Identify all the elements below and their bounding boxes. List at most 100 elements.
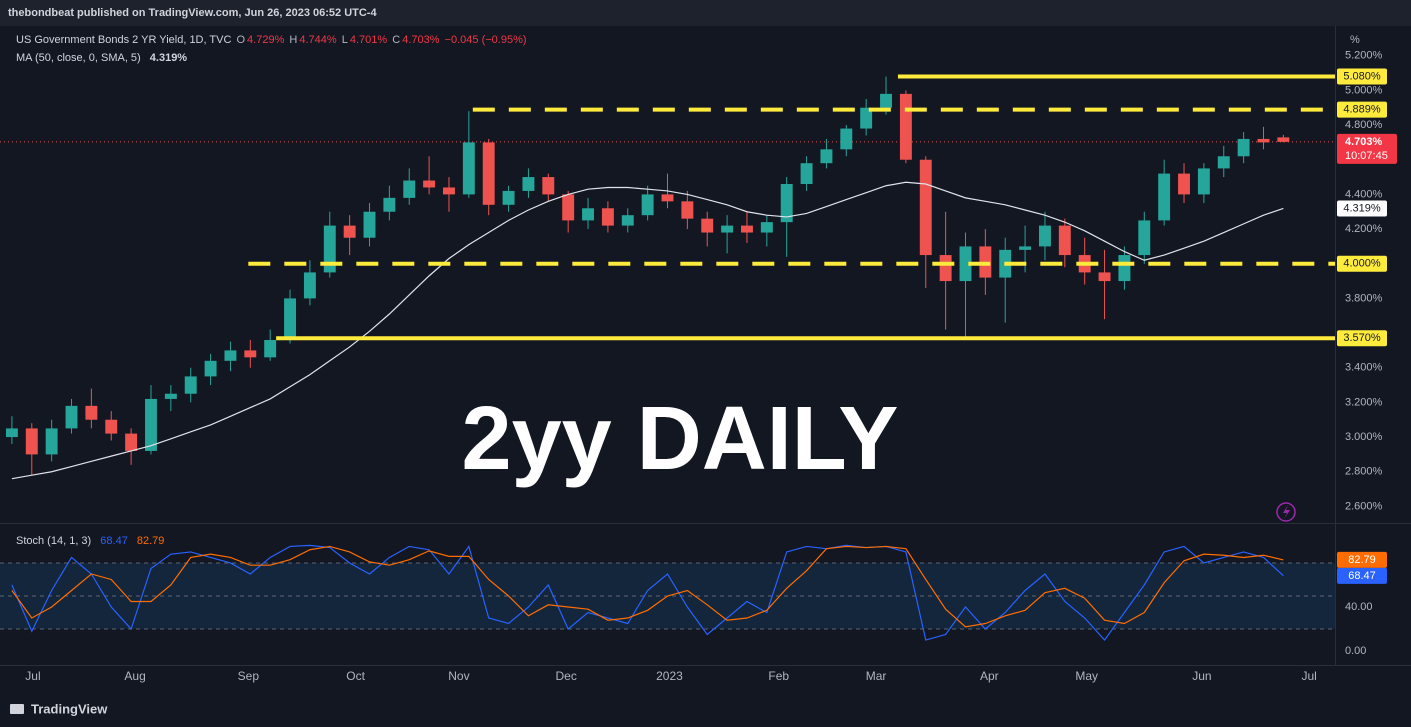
ohlc-value: 4.703% (402, 34, 440, 46)
candle-body (1197, 168, 1210, 195)
ohlc-key: O (236, 34, 246, 46)
candle-body (800, 163, 813, 184)
candle-body (184, 376, 197, 394)
candle-body (721, 225, 734, 233)
candle-body (919, 159, 932, 256)
candle-body (840, 128, 853, 150)
candle-body (5, 428, 18, 438)
candle-body (1019, 246, 1032, 250)
candle-body (681, 201, 694, 219)
candle-body (1118, 255, 1131, 282)
ohlc-value: 4.729% (247, 34, 285, 46)
ma-value: 4.319% (149, 52, 188, 64)
candle-body (780, 184, 793, 223)
candle-body (443, 187, 455, 195)
candle-body (582, 208, 594, 221)
alert-icon[interactable] (1276, 502, 1296, 522)
y-tick-label: 4.800% (1345, 119, 1383, 131)
y-tick-label: 5.000% (1345, 84, 1383, 96)
y-tick-label: 3.400% (1345, 362, 1383, 374)
candle-body (1038, 225, 1051, 247)
candle-body (1058, 225, 1071, 256)
level-label-bg (1337, 330, 1387, 347)
candle-body (403, 180, 416, 198)
y-unit: % (1350, 34, 1360, 46)
candle-body (164, 393, 177, 399)
top-bar (0, 0, 1411, 26)
x-tick-label: Apr (980, 669, 999, 683)
candle-body (641, 194, 654, 216)
candle-body (145, 398, 157, 451)
x-tick-label: Oct (346, 669, 365, 683)
annotation: 2yy DAILY (462, 389, 899, 489)
last-price-bg (1337, 133, 1397, 164)
ma-label-bg (1337, 200, 1387, 217)
candle-body (244, 350, 257, 358)
candle-body (323, 225, 336, 273)
stoch-line (11, 545, 1284, 628)
y-tick-label: 2.800% (1345, 466, 1383, 478)
y-tick-label: 4.400% (1345, 188, 1383, 200)
x-tick-label: Jul (1302, 669, 1317, 683)
candle-body (542, 177, 555, 195)
level-label-bg (1337, 255, 1387, 272)
stoch-name: Stoch (14, 1, 3) (16, 535, 92, 547)
candle-body (1277, 137, 1290, 142)
y-tick-label: 4.200% (1345, 223, 1383, 235)
stoch-axis-label: 68.47 (1348, 570, 1376, 582)
candle-body (25, 428, 38, 455)
candle-body (959, 246, 972, 282)
candle-body (522, 177, 535, 191)
x-tick-label: Mar (866, 669, 887, 683)
stoch-label-bg (1337, 551, 1387, 568)
ohlc-value: 4.701% (349, 34, 388, 46)
candle-body (601, 208, 614, 226)
candle-body (1178, 173, 1190, 195)
candle-body (383, 197, 396, 212)
alert-bolt (1283, 505, 1290, 519)
ohlc-value: 4.744% (299, 34, 337, 46)
candle-body (1217, 156, 1230, 169)
stoch-line (11, 544, 1284, 641)
candle-body (303, 272, 316, 299)
level-label-bg (1337, 68, 1387, 85)
candle-body (1138, 220, 1151, 256)
y-tick-label: 3.000% (1345, 431, 1383, 443)
ma-line (11, 181, 1284, 480)
candle-body (85, 405, 98, 420)
y-tick-label: 0.00 (1345, 645, 1366, 657)
candle-body (661, 194, 674, 202)
y-tick-label: 3.800% (1345, 292, 1383, 304)
candle-body (701, 218, 714, 233)
candle-body (760, 222, 773, 233)
brand: TradingView (31, 701, 108, 716)
x-tick-label: Nov (448, 669, 469, 683)
candle-body (343, 225, 356, 238)
last-price-label: 4.703% (1345, 136, 1383, 148)
y-tick-label: 2.600% (1345, 500, 1383, 512)
y-tick-label: 3.200% (1345, 396, 1383, 408)
x-tick-label: 2023 (656, 669, 683, 683)
candle-body (482, 142, 495, 205)
tv-logo (10, 704, 24, 714)
candle-body (899, 93, 912, 160)
candle-body (939, 255, 952, 282)
y-tick-label: 40.00 (1345, 601, 1373, 613)
ohlc-key: H (289, 34, 298, 46)
candle-body (204, 360, 217, 377)
stoch-legend: Stoch (14, 1, 3) 68.47 82.79 (16, 535, 166, 547)
countdown: 10:07:45 (1345, 150, 1388, 162)
candle-body (462, 142, 475, 195)
candle-body (105, 419, 118, 434)
level-label-bg (1337, 101, 1387, 118)
footer (0, 690, 1411, 727)
level-label: 5.080% (1343, 70, 1381, 82)
candle-body (562, 194, 575, 221)
stoch-label-bg (1337, 567, 1387, 584)
level-label: 4.000% (1343, 258, 1381, 270)
candle-body (65, 405, 78, 429)
x-tick-label: Aug (124, 669, 145, 683)
candle-body (880, 93, 892, 108)
